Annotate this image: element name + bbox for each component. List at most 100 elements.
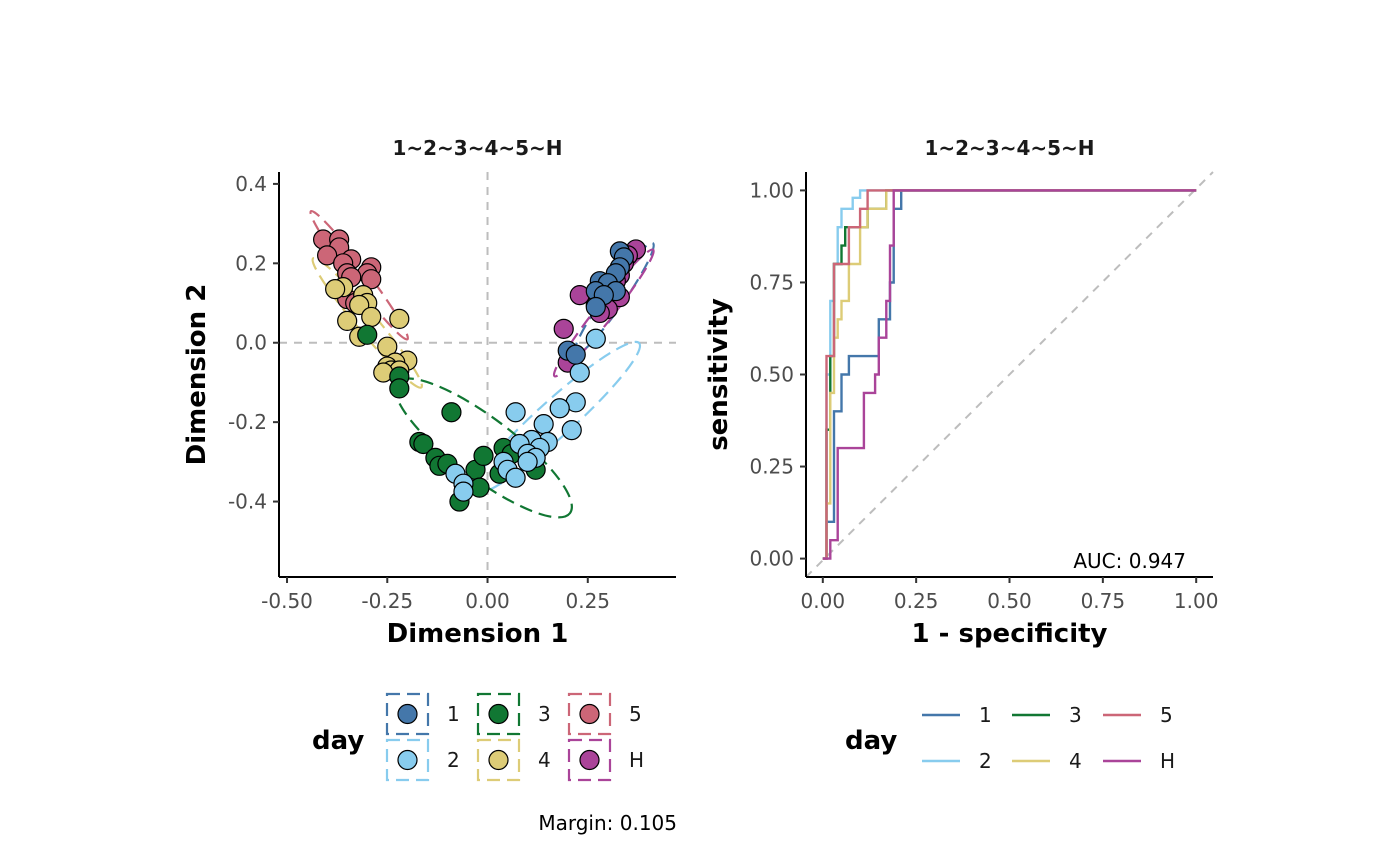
legend-title: day xyxy=(845,726,897,756)
point-day-H xyxy=(553,318,574,339)
legend-ellipse-key xyxy=(476,692,521,736)
diagonal-reference-line xyxy=(805,171,1214,578)
point-day-2 xyxy=(569,362,590,383)
x-tick-label: 0.25 xyxy=(894,589,939,613)
legend-key-day-1: 1 xyxy=(385,692,460,736)
roc-line-day-5 xyxy=(822,189,1197,560)
legend-label: 4 xyxy=(538,748,551,772)
point-day-2 xyxy=(505,467,526,488)
y-tick-label: 0.2 xyxy=(235,251,267,275)
point-day-3 xyxy=(473,445,494,466)
legend-label: 1 xyxy=(447,702,460,726)
legend-label: H xyxy=(1160,749,1175,773)
legend-point-key xyxy=(488,703,509,725)
roc-line-day-4 xyxy=(822,189,1197,560)
legend-ellipse-key xyxy=(567,692,612,736)
y-tick-label: 0.75 xyxy=(749,270,794,294)
y-tick-label: 1.00 xyxy=(749,178,794,202)
x-axis-title: 1 - specificity xyxy=(911,619,1107,649)
point-day-4 xyxy=(361,306,382,328)
legend-title: day xyxy=(312,726,364,756)
margin-annotation: Margin: 0.105 xyxy=(538,811,677,835)
roc-title: 1~2~3~4~5~H xyxy=(924,136,1094,160)
point-day-1 xyxy=(565,344,586,365)
legend-label: H xyxy=(629,748,644,772)
legend-label: 2 xyxy=(447,748,460,772)
legend-key-day-1: 1 xyxy=(922,703,992,727)
x-tick-label: -0.25 xyxy=(361,589,413,613)
legend-key-day-3: 3 xyxy=(1012,703,1082,727)
legend-key-day-2: 2 xyxy=(922,749,992,773)
point-day-2 xyxy=(505,402,526,423)
x-tick-label: 0.00 xyxy=(801,589,846,613)
y-tick-label: 0.0 xyxy=(235,331,267,355)
pca-panel: 1~2~3~4~5~H -0.50 -0.25 0.00 0.25 -0.4 -0.2 0.0… xyxy=(182,136,676,649)
point-day-2 xyxy=(453,481,474,502)
auc-annotation: AUC: 0.947 xyxy=(1073,549,1186,573)
y-tick-label: 0.50 xyxy=(749,363,794,387)
x-tick-label: -0.50 xyxy=(261,589,313,613)
point-day-2 xyxy=(561,419,582,441)
legend-label: 4 xyxy=(1069,749,1082,773)
legend-key-day-5: 5 xyxy=(567,692,642,736)
legend-key-day-2: 2 xyxy=(385,738,460,782)
y-tick-label: -0.4 xyxy=(228,490,267,514)
legend-point-key xyxy=(579,749,600,771)
legend-point-key xyxy=(579,703,600,725)
legend-label: 3 xyxy=(538,702,551,726)
legend-key-day-3: 3 xyxy=(476,692,551,736)
legend-point-key xyxy=(397,749,418,771)
y-axis-title: Dimension 2 xyxy=(182,284,212,466)
x-tick-label: 0.25 xyxy=(566,589,611,613)
roc-line-day-H xyxy=(822,189,1197,560)
legend-key-day-5: 5 xyxy=(1103,703,1173,727)
legend-key-day-4: 4 xyxy=(476,738,551,782)
legend-label: 2 xyxy=(979,749,992,773)
roc-panel: 1~2~3~4~5~H 0.00 0.25 0.50 0.75 1.00 0.00 0.25 0… xyxy=(704,136,1218,649)
y-tick-label: 0.00 xyxy=(749,547,794,571)
point-day-2 xyxy=(533,414,554,435)
point-day-4 xyxy=(325,279,346,300)
legend-point-key xyxy=(397,703,418,725)
y-tick-label: 0.25 xyxy=(749,455,794,479)
point-day-3 xyxy=(441,402,462,423)
point-day-4 xyxy=(389,308,410,330)
legend-label: 5 xyxy=(629,702,642,726)
legend-label: 3 xyxy=(1069,703,1082,727)
confidence-ellipse-day-3 xyxy=(394,377,573,519)
point-day-2 xyxy=(585,328,606,349)
legend-point-key xyxy=(488,749,509,771)
legend-key-day-H: H xyxy=(1103,749,1175,773)
x-axis-title: Dimension 1 xyxy=(387,619,569,649)
roc-line-day-1 xyxy=(822,189,1197,560)
legend-label: 5 xyxy=(1160,703,1173,727)
legend-key-day-4: 4 xyxy=(1012,749,1082,773)
y-tick-label: -0.2 xyxy=(228,410,267,434)
legend-ellipse-key xyxy=(567,738,612,782)
pca-title: 1~2~3~4~5~H xyxy=(392,136,562,160)
point-day-3 xyxy=(413,433,434,455)
confidence-ellipse-day-2 xyxy=(470,340,642,496)
point-day-4 xyxy=(349,294,370,316)
x-tick-label: 0.75 xyxy=(1081,589,1126,613)
y-tick-label: 0.4 xyxy=(235,172,267,196)
legend-ellipse-key xyxy=(476,738,521,782)
x-tick-label: 1.00 xyxy=(1174,589,1219,613)
roc-line-day-2 xyxy=(822,189,1197,560)
x-tick-label: 0.00 xyxy=(465,589,510,613)
legend-ellipse-key xyxy=(385,738,430,782)
legend-key-day-H: H xyxy=(567,738,644,782)
point-day-2 xyxy=(549,398,570,419)
point-day-3 xyxy=(389,378,410,399)
point-day-3 xyxy=(357,324,378,345)
point-day-5 xyxy=(317,245,338,266)
point-day-4 xyxy=(377,336,398,357)
point-day-2 xyxy=(517,451,538,472)
legend-label: 1 xyxy=(979,703,992,727)
point-day-5 xyxy=(361,269,382,290)
y-axis-title: sensitivity xyxy=(704,298,734,451)
point-day-4 xyxy=(337,310,358,331)
x-tick-label: 0.50 xyxy=(987,589,1032,613)
roc-legend: day 1 2 3 4 5 H xyxy=(845,703,1175,773)
